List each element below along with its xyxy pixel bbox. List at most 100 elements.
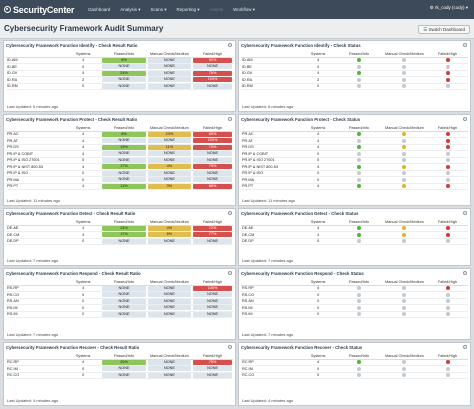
failed-ratio[interactable]: 76%	[193, 70, 232, 76]
gear-icon[interactable]	[228, 117, 232, 121]
passed-status-icon[interactable]	[357, 58, 362, 63]
manual-status-icon[interactable]	[402, 299, 407, 304]
passed-status-icon[interactable]	[357, 84, 362, 89]
manual-ratio[interactable]: NONE	[147, 138, 192, 144]
failed-ratio[interactable]: NONE	[193, 298, 232, 304]
column-header[interactable]: Failed/High	[427, 279, 468, 286]
column-header[interactable]	[241, 125, 301, 132]
table-row[interactable]: RS.MI 0	[241, 304, 468, 312]
failed-status-icon[interactable]	[445, 312, 450, 317]
failed-ratio[interactable]: 79%	[193, 164, 232, 170]
failed-ratio[interactable]: NONE	[193, 157, 232, 163]
manual-ratio[interactable]: NONE	[147, 83, 192, 89]
manual-status-icon[interactable]	[402, 184, 407, 189]
manual-ratio[interactable]: 3%	[147, 183, 192, 189]
manual-status-icon[interactable]	[402, 232, 407, 237]
table-row[interactable]: PR.IP & ISO 0	[241, 170, 468, 177]
manual-ratio[interactable]: 11%	[147, 144, 192, 150]
failed-ratio[interactable]: NONE	[193, 238, 232, 244]
failed-ratio[interactable]: NONE	[193, 151, 232, 157]
failed-ratio[interactable]: 92%	[193, 57, 232, 63]
manual-ratio[interactable]: NONE	[147, 238, 192, 244]
table-row[interactable]: ID.GV 4	[241, 70, 468, 77]
gear-icon[interactable]	[463, 271, 467, 275]
passed-ratio[interactable]: NONE	[102, 64, 146, 70]
gear-icon[interactable]	[463, 211, 467, 215]
failed-status-icon[interactable]	[445, 158, 450, 163]
table-row[interactable]: RC.RP 4	[241, 359, 468, 366]
manual-status-icon[interactable]	[402, 58, 407, 63]
failed-ratio[interactable]: 100%	[193, 285, 232, 291]
table-row[interactable]: DE.AE 4	[241, 225, 468, 232]
passed-ratio[interactable]: NONE	[102, 311, 146, 317]
table-row[interactable]: PR.DS 4 19% 11% 70%	[6, 144, 233, 151]
passed-ratio[interactable]: 19%	[102, 144, 146, 150]
failed-status-icon[interactable]	[445, 366, 450, 371]
table-row[interactable]: PR.PT 4 11% 3% 86%	[6, 183, 233, 190]
failed-status-icon[interactable]	[445, 292, 450, 297]
table-row[interactable]: PR.AT 4	[241, 137, 468, 145]
manual-status-icon[interactable]	[402, 373, 407, 378]
failed-ratio[interactable]: NONE	[193, 83, 232, 89]
column-header[interactable]: Passed/Info	[101, 125, 147, 132]
table-row[interactable]: ID.GV 4 24% NONE 76%	[6, 70, 233, 77]
manual-ratio[interactable]: NONE	[147, 359, 192, 365]
column-header[interactable]: Systems	[300, 353, 337, 360]
column-header[interactable]: Passed/Info	[336, 353, 382, 360]
manual-status-icon[interactable]	[402, 164, 407, 169]
table-row[interactable]: RC.IM 0	[241, 365, 468, 373]
passed-ratio[interactable]: 17%	[102, 232, 146, 238]
passed-ratio[interactable]: NONE	[102, 170, 146, 176]
table-row[interactable]: RS.RP 4 NONE NONE 100%	[6, 285, 233, 292]
table-row[interactable]: DE.CM 4	[241, 231, 468, 239]
failed-ratio[interactable]: 100%	[193, 138, 232, 144]
passed-ratio[interactable]: NONE	[102, 372, 146, 378]
failed-ratio[interactable]: 77%	[193, 232, 232, 238]
passed-status-icon[interactable]	[357, 138, 362, 143]
passed-status-icon[interactable]	[357, 286, 362, 291]
column-header[interactable]	[241, 353, 301, 360]
manual-status-icon[interactable]	[402, 145, 407, 150]
table-row[interactable]: PR.IP & ISO 27001 0 NONE NONE NONE	[6, 157, 233, 164]
failed-ratio[interactable]: NONE	[193, 305, 232, 311]
table-row[interactable]: ID.RM 0 NONE NONE NONE	[6, 83, 233, 90]
manual-ratio[interactable]: NONE	[147, 298, 192, 304]
failed-ratio[interactable]: 70%	[193, 144, 232, 150]
manual-ratio[interactable]: 6%	[147, 232, 192, 238]
passed-status-icon[interactable]	[357, 184, 362, 189]
nav-item-2[interactable]: Scans ▾	[150, 6, 167, 12]
passed-status-icon[interactable]	[357, 71, 362, 76]
switch-dashboard-button[interactable]: ☰ Switch Dashboard	[418, 25, 470, 34]
table-row[interactable]: RS.MI 0 NONE NONE NONE	[6, 304, 233, 312]
nav-item-4[interactable]: Assets	[209, 6, 224, 12]
passed-ratio[interactable]: NONE	[102, 292, 146, 298]
column-header[interactable]: Failed/High	[427, 125, 468, 132]
column-header[interactable]: Systems	[65, 219, 102, 226]
column-header[interactable]: Manual Check/Medium	[381, 219, 428, 226]
column-header[interactable]: Failed/High	[427, 219, 468, 226]
table-row[interactable]: ID.BE 0	[241, 63, 468, 71]
passed-status-icon[interactable]	[357, 305, 362, 310]
passed-ratio[interactable]: 11%	[102, 183, 146, 189]
column-header[interactable]: Systems	[65, 51, 102, 58]
passed-status-icon[interactable]	[357, 239, 362, 244]
table-row[interactable]: ID.AM 4 8% NONE 92%	[6, 57, 233, 64]
manual-status-icon[interactable]	[402, 77, 407, 82]
column-header[interactable]	[241, 51, 301, 58]
failed-status-icon[interactable]	[445, 177, 450, 182]
column-header[interactable]: Passed/Info	[336, 125, 382, 132]
column-header[interactable]	[6, 125, 66, 132]
gear-icon[interactable]	[228, 345, 232, 349]
table-row[interactable]: ID.RA 2	[241, 76, 468, 84]
manual-status-icon[interactable]	[402, 366, 407, 371]
manual-status-icon[interactable]	[402, 226, 407, 231]
failed-status-icon[interactable]	[445, 226, 450, 231]
failed-status-icon[interactable]	[445, 299, 450, 304]
manual-status-icon[interactable]	[402, 64, 407, 69]
column-header[interactable]: Passed/Info	[336, 219, 382, 226]
table-row[interactable]: ID.AM 4	[241, 57, 468, 64]
column-header[interactable]: Manual Check/Medium	[146, 125, 193, 132]
passed-status-icon[interactable]	[357, 177, 362, 182]
passed-ratio[interactable]: 24%	[102, 70, 146, 76]
column-header[interactable]: Manual Check/Medium	[146, 219, 193, 226]
